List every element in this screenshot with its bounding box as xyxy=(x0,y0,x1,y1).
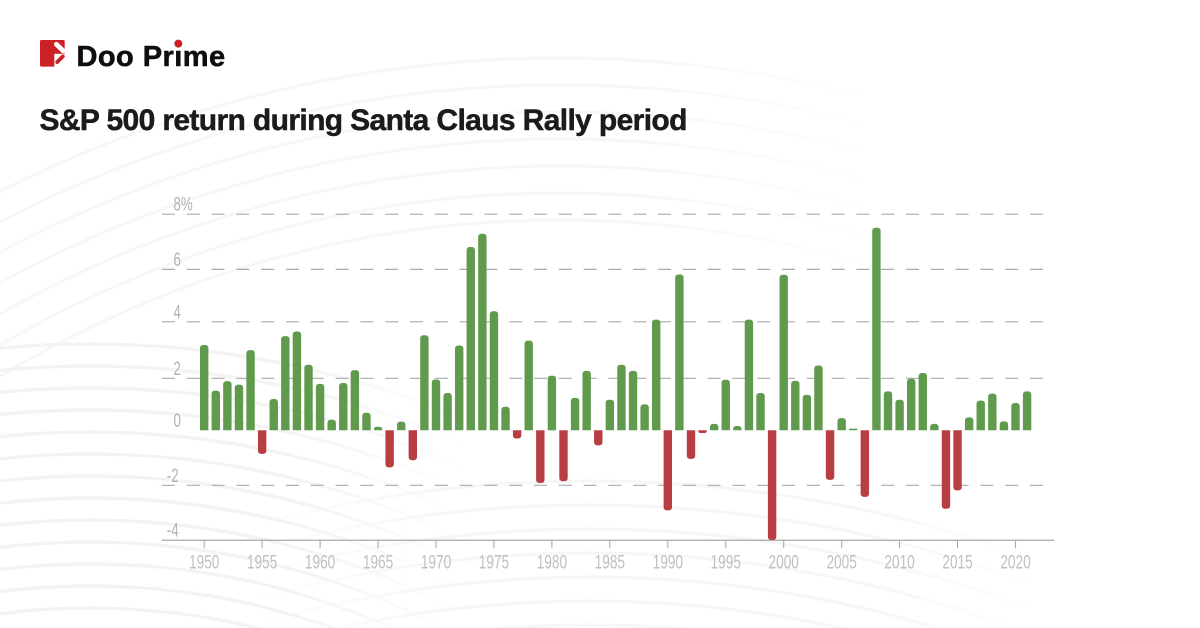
svg-text:2010: 2010 xyxy=(884,551,914,573)
svg-text:1965: 1965 xyxy=(363,551,393,573)
svg-text:1990: 1990 xyxy=(653,551,683,573)
svg-text:0: 0 xyxy=(174,411,181,432)
svg-text:1970: 1970 xyxy=(421,551,451,573)
svg-text:2: 2 xyxy=(174,359,181,380)
svg-text:Doo Prıme: Doo Prıme xyxy=(77,41,226,73)
svg-text:6: 6 xyxy=(174,250,181,271)
svg-text:1960: 1960 xyxy=(305,551,335,573)
svg-text:1975: 1975 xyxy=(479,551,509,573)
svg-text:2005: 2005 xyxy=(826,551,856,573)
svg-text:1980: 1980 xyxy=(537,551,567,573)
svg-text:-4: -4 xyxy=(167,520,179,541)
svg-text:8%: 8% xyxy=(174,194,193,215)
svg-text:1985: 1985 xyxy=(595,551,625,573)
svg-text:4: 4 xyxy=(174,302,181,323)
svg-text:2020: 2020 xyxy=(1000,551,1030,573)
svg-text:1955: 1955 xyxy=(247,551,277,573)
svg-text:S&P 500 return during Santa Cl: S&P 500 return during Santa Claus Rally … xyxy=(40,104,687,137)
svg-text:-2: -2 xyxy=(167,466,179,487)
svg-text:2000: 2000 xyxy=(769,551,799,573)
svg-text:1995: 1995 xyxy=(711,551,741,573)
svg-text:2015: 2015 xyxy=(942,551,972,573)
svg-text:1950: 1950 xyxy=(189,551,219,573)
